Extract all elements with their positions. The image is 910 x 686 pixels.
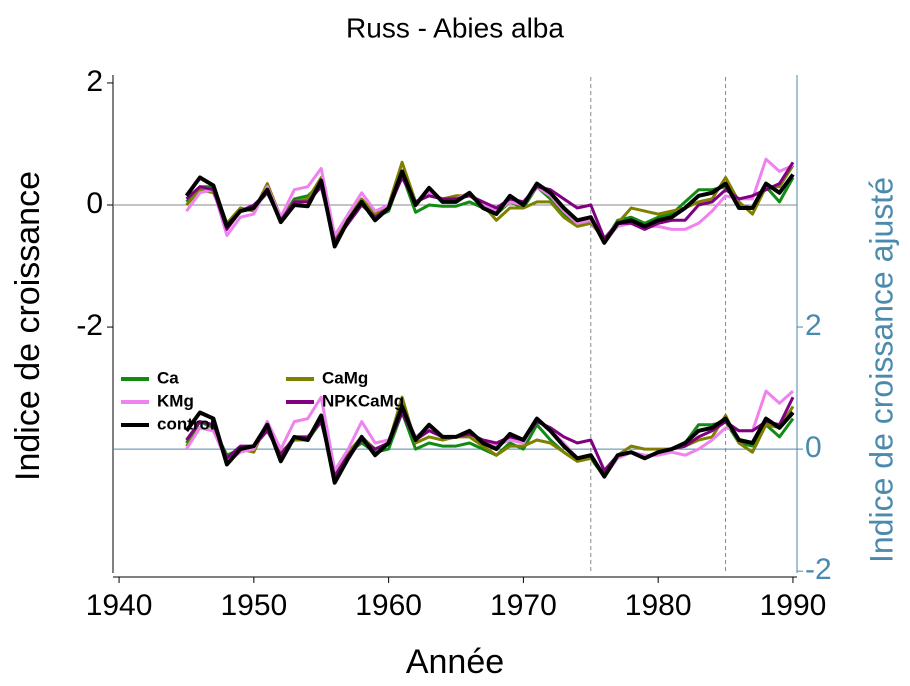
legend-label: control [157,414,215,433]
legend-label: NPKCaMg [322,391,404,410]
y-tick-label: 0 [86,187,103,220]
series-line [185,157,794,244]
y2-tick-label: 0 [805,431,822,464]
y-axis-label: Indice de croissance [9,171,47,481]
series-line [185,160,795,241]
x-axis-label: Année [406,643,504,681]
y2-axis-label: Indice de croissance ajusté [863,177,899,563]
series-line [185,396,795,479]
x-tick-label: 1950 [220,589,287,622]
x-tick-label: 1940 [86,589,153,622]
x-tick-label: 1990 [760,589,827,622]
legend-label: CaMg [322,368,368,387]
y2-tick-label: 2 [805,309,822,342]
x-tick-label: 1970 [490,589,557,622]
legend-label: KMg [157,391,194,410]
y2-tick-label: -2 [805,553,832,586]
series-line [184,404,795,485]
legend-label: Ca [157,368,179,387]
chart-title: Russ - Abies alba [346,12,564,43]
y-tick-label: -2 [76,309,103,342]
y-tick-label: 2 [86,65,103,98]
x-tick-label: 1960 [355,589,422,622]
x-tick-label: 1980 [625,589,692,622]
series-line [184,169,795,249]
